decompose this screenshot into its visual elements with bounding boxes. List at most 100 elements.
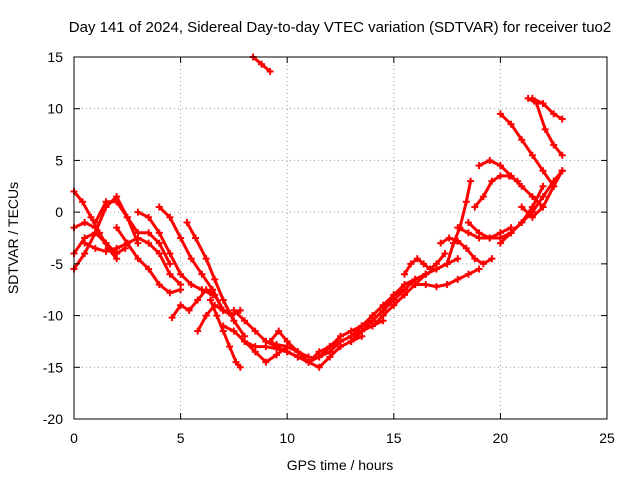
data-point	[443, 281, 451, 289]
series-layer	[70, 53, 566, 371]
data-point	[202, 255, 210, 263]
x-tick-label: 5	[177, 430, 185, 446]
data-point	[168, 314, 176, 322]
data-point	[475, 229, 483, 237]
data-point	[390, 296, 398, 304]
data-point	[123, 213, 131, 221]
data-point	[177, 301, 185, 309]
data-point	[358, 327, 366, 335]
data-point	[121, 244, 129, 252]
data-point	[241, 317, 249, 325]
data-point	[251, 343, 259, 351]
data-point	[464, 270, 472, 278]
data-point	[155, 229, 163, 237]
data-point	[420, 260, 428, 268]
data-point	[368, 322, 376, 330]
data-point	[166, 250, 174, 258]
data-point	[400, 270, 408, 278]
y-tick-label: -20	[43, 411, 63, 427]
data-point	[91, 244, 99, 252]
data-point	[283, 343, 291, 351]
data-point	[134, 229, 142, 237]
data-point	[479, 260, 487, 268]
data-point	[241, 337, 249, 345]
data-point	[528, 193, 536, 201]
data-point	[230, 306, 238, 314]
y-tick-label: 10	[47, 101, 63, 117]
data-point	[102, 247, 110, 255]
ticks	[73, 56, 608, 420]
data-point	[81, 250, 89, 258]
data-point	[441, 250, 449, 258]
data-point	[379, 312, 387, 320]
data-point	[539, 203, 547, 211]
data-point	[467, 177, 475, 185]
data-point	[192, 234, 200, 242]
data-point	[475, 162, 483, 170]
data-point	[558, 115, 566, 123]
data-point	[177, 234, 185, 242]
data-point	[194, 327, 202, 335]
data-point	[145, 265, 153, 273]
data-point	[123, 239, 131, 247]
data-point	[87, 213, 95, 221]
data-point	[400, 286, 408, 294]
data-point	[550, 141, 558, 149]
data-point	[486, 234, 494, 242]
data-point	[236, 306, 244, 314]
data-point	[462, 244, 470, 252]
data-point	[496, 172, 504, 180]
y-tick-label: -10	[43, 308, 63, 324]
data-point	[198, 270, 206, 278]
series-line	[83, 236, 183, 286]
data-point	[315, 353, 323, 361]
data-point	[454, 275, 462, 283]
data-point	[183, 218, 191, 226]
data-point	[202, 312, 210, 320]
x-tick-label: 20	[493, 430, 509, 446]
data-point	[518, 218, 526, 226]
series-line	[530, 96, 564, 121]
data-point	[145, 213, 153, 221]
data-point	[166, 289, 174, 297]
data-point	[507, 120, 515, 128]
data-point	[266, 337, 274, 345]
chart-title: Day 141 of 2024, Sidereal Day-to-day VTE…	[69, 19, 611, 36]
data-point	[539, 100, 547, 108]
data-point	[219, 296, 227, 304]
data-point	[262, 358, 270, 366]
data-point	[145, 229, 153, 237]
data-point	[432, 260, 440, 268]
data-point	[102, 239, 110, 247]
data-point	[194, 296, 202, 304]
x-tick-label: 25	[599, 430, 615, 446]
data-point	[550, 182, 558, 190]
data-point	[155, 203, 163, 211]
data-point	[496, 110, 504, 118]
data-point	[305, 358, 313, 366]
data-point	[211, 275, 219, 283]
data-point	[518, 182, 526, 190]
data-point	[91, 218, 99, 226]
data-point	[266, 67, 274, 75]
data-point	[432, 283, 440, 291]
data-point	[315, 363, 323, 371]
data-point	[539, 167, 547, 175]
data-point	[185, 306, 193, 314]
data-point	[422, 270, 430, 278]
data-point	[422, 281, 430, 289]
data-point	[558, 151, 566, 159]
data-point	[443, 260, 451, 268]
data-point	[486, 156, 494, 164]
data-point	[518, 136, 526, 144]
data-point	[145, 239, 153, 247]
x-tick-label: 15	[386, 430, 402, 446]
data-point	[202, 286, 210, 294]
data-point	[496, 239, 504, 247]
data-point	[232, 358, 240, 366]
data-point	[347, 337, 355, 345]
data-point	[177, 270, 185, 278]
y-tick-label: -15	[43, 359, 63, 375]
data-point	[541, 125, 549, 133]
data-point	[528, 213, 536, 221]
